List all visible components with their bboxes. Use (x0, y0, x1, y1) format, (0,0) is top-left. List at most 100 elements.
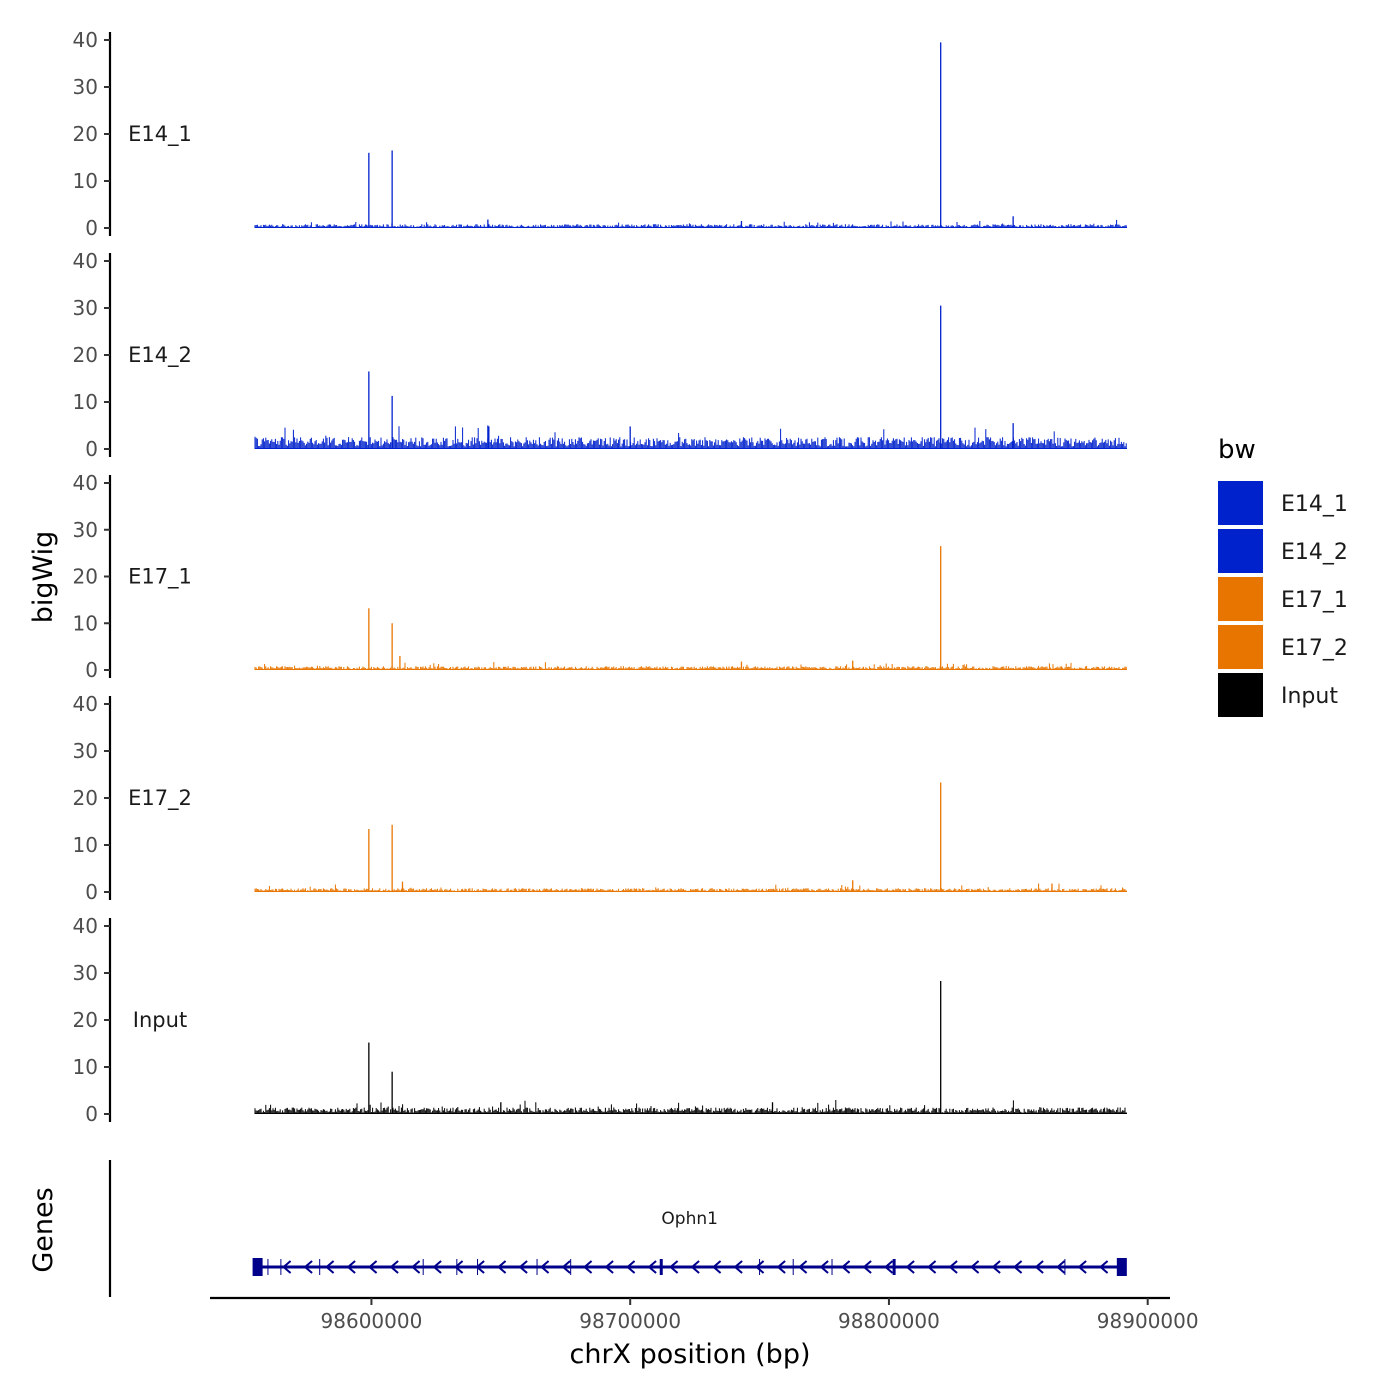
strand-arrow (303, 1260, 313, 1274)
track-E14_1: 0 10 20 30 40 E14_1 (73, 28, 1127, 240)
x-tick-label: 98800000 (838, 1309, 940, 1333)
strand-arrow (561, 1260, 571, 1274)
y-tick-label: 20 (73, 565, 98, 589)
strand-arrow (1013, 1260, 1023, 1274)
strand-arrow (905, 1260, 915, 1274)
strand-arrow (841, 1260, 851, 1274)
strand-arrow (948, 1260, 958, 1274)
gene-track: Ophn1 (108, 1160, 1127, 1297)
track-label: E14_1 (128, 122, 192, 147)
y-tick-label: 40 (73, 914, 98, 938)
y-tick-label: 40 (73, 692, 98, 716)
track-label: E14_2 (128, 343, 192, 368)
legend-title: bw (1218, 435, 1256, 465)
strand-arrow (497, 1260, 507, 1274)
track-label: E17_1 (128, 565, 192, 590)
exon (252, 1258, 263, 1276)
strand-arrow (432, 1260, 442, 1274)
y-tick-label: 0 (85, 216, 98, 240)
y-tick-label: 30 (73, 296, 98, 320)
legend-key (1218, 577, 1263, 621)
strand-arrow (862, 1260, 872, 1274)
strand-arrow (626, 1260, 636, 1274)
signal-Input (254, 1100, 1127, 1114)
y-tick-label: 30 (73, 739, 98, 763)
track-Input: 0 10 20 30 40 Input (73, 914, 1127, 1126)
strand-arrow (583, 1260, 593, 1274)
strand-arrow (325, 1260, 335, 1274)
y-axis-title: bigWig (28, 531, 59, 624)
gene-label: Ophn1 (661, 1209, 718, 1229)
bigwig-tracks: 0 10 20 30 40 E14_1 0 10 20 30 40 E14_2 0 10 20 30 40 E17… (73, 28, 1127, 1126)
strand-arrow (346, 1260, 356, 1274)
track-E17_1: 0 10 20 30 40 E17_1 (73, 471, 1127, 682)
legend-key (1218, 481, 1263, 525)
strand-arrow (454, 1260, 464, 1274)
y-tick-label: 40 (73, 28, 98, 52)
y-tick-label: 20 (73, 1008, 98, 1032)
strand-arrow (282, 1260, 292, 1274)
signal-E17_1 (254, 662, 1127, 670)
y-tick-label: 10 (73, 611, 98, 635)
strand-arrow (733, 1260, 743, 1274)
track-E17_2: 0 10 20 30 40 E17_2 (73, 692, 1127, 904)
y-tick-label: 10 (73, 169, 98, 193)
strand-arrow (776, 1260, 786, 1274)
y-tick-label: 10 (73, 1055, 98, 1079)
strand-arrow (819, 1260, 829, 1274)
x-tick-label: 98600000 (321, 1309, 423, 1333)
legend-label: E14_2 (1281, 540, 1348, 565)
y-tick-label: 0 (85, 880, 98, 904)
strand-arrow (755, 1260, 765, 1274)
y-tick-label: 0 (85, 1102, 98, 1126)
strand-arrow (1077, 1260, 1087, 1274)
strand-arrow (712, 1260, 722, 1274)
strand-arrow (1034, 1260, 1044, 1274)
y-tick-label: 0 (85, 658, 98, 682)
y-tick-label: 30 (73, 961, 98, 985)
exon (1116, 1258, 1127, 1276)
y-tick-label: 20 (73, 786, 98, 810)
strand-arrow (991, 1260, 1001, 1274)
strand-arrow (1056, 1260, 1066, 1274)
y-tick-label: 40 (73, 249, 98, 273)
x-tick-label: 98900000 (1097, 1309, 1199, 1333)
track-E14_2: 0 10 20 30 40 E14_2 (73, 249, 1127, 461)
legend-label: E17_2 (1281, 636, 1348, 661)
strand-arrow (368, 1260, 378, 1274)
legend-label: Input (1281, 684, 1338, 709)
track-label: Input (133, 1008, 187, 1032)
genes-axis-title: Genes (28, 1187, 59, 1272)
legend-label: E14_1 (1281, 492, 1348, 517)
track-label: E17_2 (128, 786, 192, 811)
strand-arrow (927, 1260, 937, 1274)
strand-arrow (518, 1260, 528, 1274)
legend-key (1218, 625, 1263, 669)
x-axis: 98600000 98700000 98800000 98900000 (210, 1296, 1199, 1333)
legend-key (1218, 673, 1263, 717)
strand-arrow (389, 1260, 399, 1274)
strand-arrow (884, 1260, 894, 1274)
x-tick-label: 98700000 (579, 1309, 681, 1333)
y-tick-label: 0 (85, 437, 98, 461)
y-tick-label: 40 (73, 471, 98, 495)
signal-E14_2 (254, 426, 1127, 449)
y-tick-label: 10 (73, 833, 98, 857)
strand-arrow (1099, 1260, 1109, 1274)
strand-arrow (647, 1260, 657, 1274)
strand-arrow (604, 1260, 614, 1274)
legend-key (1218, 529, 1263, 573)
signal-E14_1 (254, 219, 1127, 228)
strand-arrow (970, 1260, 980, 1274)
y-tick-label: 30 (73, 518, 98, 542)
legend: bw E14_1 E14_2 E17_1 E17_2 Input (1218, 435, 1348, 717)
strand-arrow (411, 1260, 421, 1274)
y-tick-label: 20 (73, 122, 98, 146)
strand-arrow (798, 1260, 808, 1274)
y-tick-label: 10 (73, 390, 98, 414)
legend-label: E17_1 (1281, 588, 1348, 613)
strand-arrow (690, 1260, 700, 1274)
y-tick-label: 30 (73, 75, 98, 99)
y-tick-label: 20 (73, 343, 98, 367)
